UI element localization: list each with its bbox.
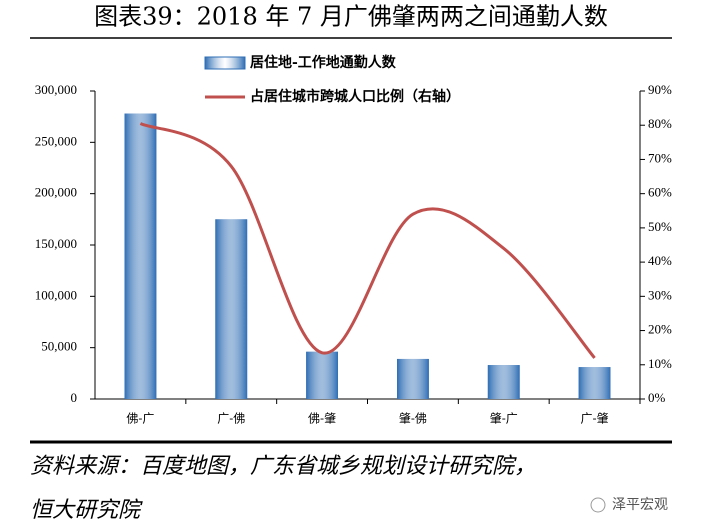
x-tick-label: 肇-广 <box>490 411 518 426</box>
y2-tick-label: 10% <box>648 356 672 371</box>
y-tick-label: 0 <box>71 390 78 405</box>
x-tick-label: 广-佛 <box>217 412 245 426</box>
watermark-icon <box>590 497 606 513</box>
legend-label: 占居住城市跨城人口比例（右轴） <box>250 88 460 105</box>
y-tick-label: 250,000 <box>35 133 77 148</box>
y-tick-label: 50,000 <box>41 339 77 354</box>
y2-tick-label: 20% <box>648 322 672 337</box>
y2-tick-label: 80% <box>648 116 672 131</box>
y2-tick-label: 0% <box>648 390 666 405</box>
line <box>139 122 596 359</box>
x-tick-label: 广-肇 <box>581 411 609 426</box>
source: 恒大研究院 <box>30 498 143 523</box>
chart-title: 图表39：2018 年 7 月广佛肇两两之间通勤人数 <box>94 3 608 31</box>
source: 资料来源：百度地图，广东省城乡规划设计研究院， <box>30 454 536 479</box>
x-tick-label: 肇-佛 <box>399 411 427 426</box>
watermark: 泽平宏观 <box>612 497 668 513</box>
y-tick-label: 300,000 <box>35 82 77 97</box>
y-tick-label: 100,000 <box>35 287 77 302</box>
y2-tick-label: 60% <box>648 185 672 200</box>
bar <box>215 219 248 399</box>
bar <box>397 358 429 399</box>
bar <box>124 113 157 399</box>
y2-tick-label: 70% <box>648 150 672 165</box>
y2-tick-label: 30% <box>648 287 672 302</box>
y-tick-label: 150,000 <box>35 236 77 251</box>
legend-swatch <box>204 56 246 70</box>
bar <box>306 351 338 399</box>
y2-tick-label: 40% <box>648 253 672 268</box>
y-tick-label: 200,000 <box>35 185 77 200</box>
bar <box>487 365 520 399</box>
legend-label: 居住地-工作地通勤人数 <box>250 54 397 71</box>
y2-tick-label: 50% <box>648 219 672 234</box>
bar <box>578 367 611 399</box>
x-tick-label: 佛-肇 <box>308 411 336 426</box>
x-tick-label: 佛-广 <box>126 412 154 426</box>
y2-tick-label: 90% <box>648 82 672 97</box>
